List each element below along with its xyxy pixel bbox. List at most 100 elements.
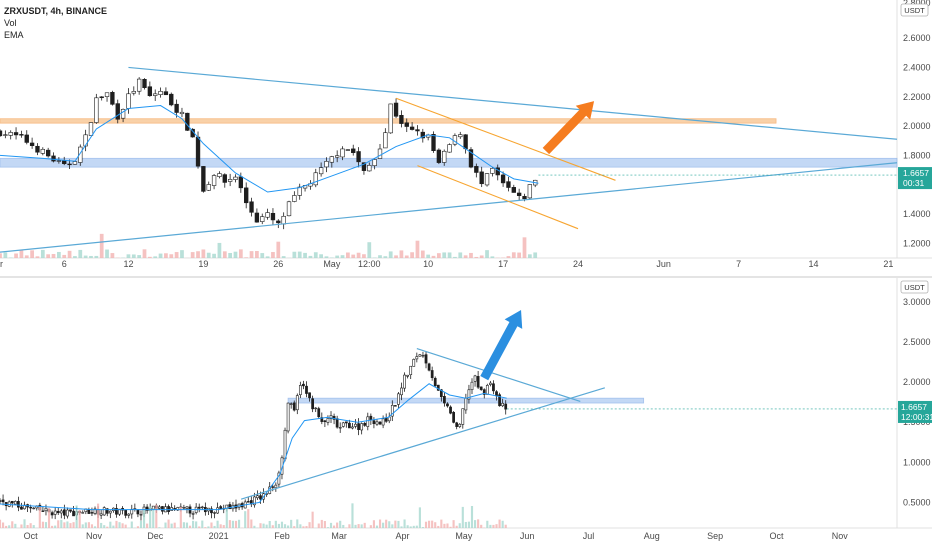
candle-body bbox=[167, 506, 170, 512]
volume-bar bbox=[467, 521, 471, 528]
volume-bar bbox=[89, 255, 93, 258]
y-tick-label: 2.0000 bbox=[903, 377, 931, 387]
candle-body bbox=[228, 504, 232, 510]
candle-body bbox=[99, 96, 104, 99]
volume-bar bbox=[121, 523, 124, 528]
candle-body bbox=[120, 108, 126, 119]
candle-body bbox=[329, 415, 333, 419]
volume-bar bbox=[147, 256, 152, 258]
volume-bar bbox=[382, 522, 385, 528]
candle-body bbox=[274, 484, 278, 489]
volume-bar bbox=[14, 523, 17, 528]
y-tick-label: 1.4000 bbox=[903, 209, 931, 219]
candle-body bbox=[158, 506, 161, 509]
y-tick-label: 1.0000 bbox=[903, 457, 931, 467]
candle-body bbox=[102, 507, 106, 516]
candle-body bbox=[35, 145, 40, 153]
volume-bar bbox=[169, 254, 174, 258]
candle-body bbox=[427, 363, 431, 371]
volume-bar bbox=[78, 249, 83, 258]
volume-bar bbox=[308, 255, 313, 258]
volume-bar bbox=[354, 524, 357, 528]
x-tick-label: Sep bbox=[707, 531, 723, 541]
volume-bar bbox=[336, 522, 339, 528]
volume-bar bbox=[367, 242, 372, 258]
volume-bar bbox=[146, 523, 149, 528]
candle-body bbox=[449, 406, 452, 414]
candle-body bbox=[19, 134, 24, 136]
candle-body bbox=[62, 160, 67, 165]
volume-bar bbox=[250, 519, 253, 528]
candle-body bbox=[283, 429, 287, 460]
candle-body bbox=[492, 383, 495, 392]
candle-body bbox=[473, 375, 477, 382]
y-tick-label: 2.0000 bbox=[903, 121, 931, 131]
volume-bar bbox=[305, 526, 308, 528]
candle-body bbox=[246, 501, 250, 503]
candle-body bbox=[351, 148, 356, 154]
volume-bar bbox=[87, 522, 90, 528]
candle-body bbox=[490, 168, 495, 174]
volume-bar bbox=[233, 251, 238, 258]
candle-body bbox=[289, 403, 293, 405]
volume-bar bbox=[206, 252, 211, 258]
volume-bar bbox=[412, 525, 415, 528]
candle-body bbox=[424, 354, 428, 364]
volume-bar bbox=[198, 526, 201, 528]
candle-body bbox=[390, 404, 394, 417]
volume-bar bbox=[253, 525, 256, 528]
candle-body bbox=[67, 163, 72, 166]
volume-bar bbox=[158, 527, 161, 528]
volume-bar bbox=[35, 256, 40, 258]
volume-bar bbox=[210, 522, 213, 528]
volume-bar bbox=[302, 526, 305, 528]
candle-body bbox=[271, 486, 275, 488]
candle-body bbox=[217, 173, 222, 177]
volume-bar bbox=[308, 522, 311, 528]
x-tick-label: Oct bbox=[769, 531, 784, 541]
volume-bar bbox=[394, 520, 397, 528]
candle-body bbox=[93, 508, 97, 514]
candle-body bbox=[298, 385, 302, 396]
volume-bar bbox=[415, 525, 418, 528]
candle-body bbox=[8, 132, 13, 136]
volume-bar bbox=[323, 521, 326, 528]
candle-body bbox=[476, 376, 480, 388]
candle-body bbox=[131, 91, 136, 94]
y-tick-label: 1.2000 bbox=[903, 238, 931, 248]
candle-body bbox=[348, 422, 351, 429]
top-last-price-badge: 1.6657 00:31 bbox=[898, 167, 932, 190]
bottom-last-price-badge: 1.6657 12:00:31 bbox=[898, 400, 932, 423]
candle-body bbox=[32, 507, 36, 510]
volume-bar bbox=[222, 525, 225, 528]
candle-body bbox=[447, 144, 452, 153]
volume-bar bbox=[188, 525, 192, 528]
candle-body bbox=[210, 508, 213, 514]
x-tick-label: Jun bbox=[520, 531, 535, 541]
x-tick-label: r bbox=[0, 259, 3, 269]
volume-bar bbox=[461, 506, 464, 528]
volume-bar bbox=[506, 256, 511, 258]
candle-body bbox=[420, 131, 425, 139]
volume-bar bbox=[192, 520, 195, 528]
volume-bar bbox=[351, 254, 356, 258]
candle-body bbox=[17, 501, 20, 508]
candle-body bbox=[458, 423, 462, 427]
x-tick-label: Apr bbox=[396, 531, 410, 541]
volume-bar bbox=[32, 525, 35, 528]
candle-body bbox=[78, 146, 83, 163]
volume-bar bbox=[130, 521, 133, 528]
volume-bar bbox=[167, 519, 170, 528]
volume-bar bbox=[73, 256, 77, 258]
candle-body bbox=[0, 500, 2, 502]
top-last-price: 1.6657 bbox=[903, 168, 929, 178]
candle-body bbox=[197, 506, 201, 509]
candle-body bbox=[127, 513, 131, 516]
volume-bar bbox=[504, 524, 507, 528]
candle-body bbox=[295, 395, 299, 411]
volume-bar bbox=[69, 523, 72, 528]
candle-body bbox=[142, 78, 147, 88]
volume-bar bbox=[280, 521, 284, 528]
candle-body bbox=[277, 472, 281, 485]
candle-body bbox=[516, 192, 522, 196]
